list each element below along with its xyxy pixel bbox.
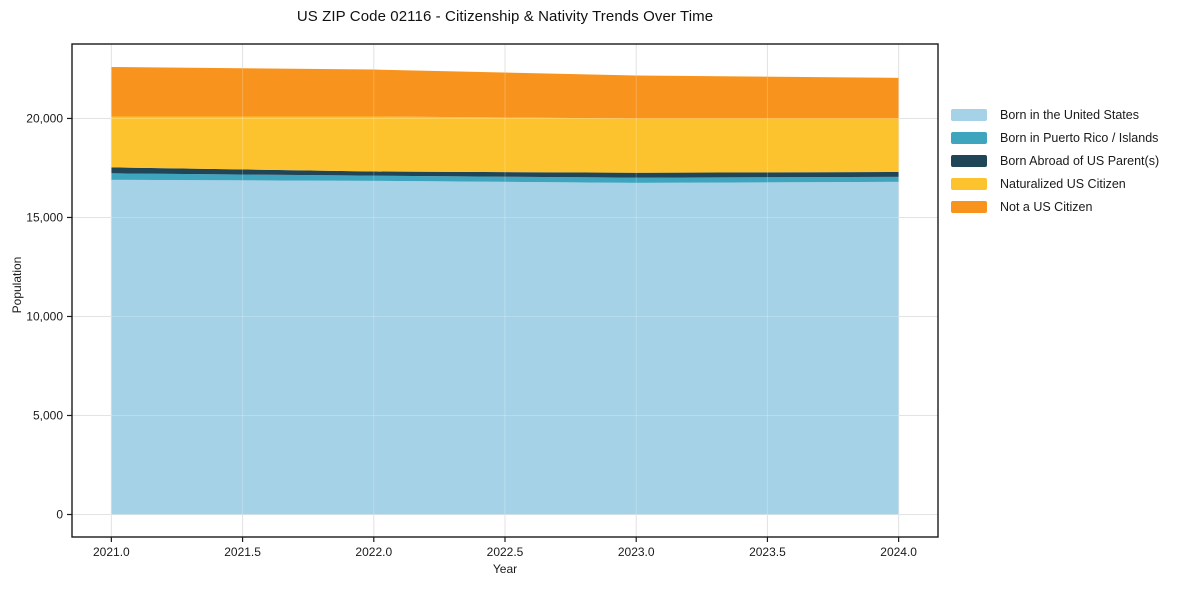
x-tick-label: 2021.5 xyxy=(224,545,261,559)
x-tick-label: 2024.0 xyxy=(880,545,917,559)
legend-label: Born in the United States xyxy=(1000,107,1139,122)
legend-color-swatch xyxy=(951,131,987,144)
area-series-0 xyxy=(111,179,899,515)
legend-color-swatch xyxy=(951,200,987,213)
x-tick-label: 2023.5 xyxy=(749,545,786,559)
legend-color-swatch xyxy=(951,108,987,121)
x-tick-label: 2022.5 xyxy=(487,545,524,559)
chart-title: US ZIP Code 02116 - Citizenship & Nativi… xyxy=(296,8,714,25)
area-series-2 xyxy=(111,167,899,178)
y-tick-label: 10,000 xyxy=(26,309,63,323)
legend-color-swatch xyxy=(951,154,987,167)
legend-item: Not a US Citizen xyxy=(951,195,1159,218)
x-axis-label: Year xyxy=(492,562,518,576)
area-series-4 xyxy=(111,66,899,119)
legend-label: Naturalized US Citizen xyxy=(1000,176,1126,191)
legend-label: Born Abroad of US Parent(s) xyxy=(1000,153,1160,168)
x-tick-label: 2021.0 xyxy=(93,545,130,559)
legend-item: Born in Puerto Rico / Islands xyxy=(951,126,1159,149)
chart-legend: Born in the United States Born in Puerto … xyxy=(951,103,1159,218)
y-tick-label: 0 xyxy=(56,508,63,522)
legend-item: Born Abroad of US Parent(s) xyxy=(951,149,1159,172)
legend-item: Naturalized US Citizen xyxy=(951,172,1159,195)
legend-label: Not a US Citizen xyxy=(1000,199,1093,214)
x-tick-label: 2022.0 xyxy=(355,545,392,559)
area-series-3 xyxy=(111,116,899,173)
y-tick-label: 5,000 xyxy=(33,408,63,422)
area-series-1 xyxy=(111,173,899,183)
x-tick-label: 2023.0 xyxy=(618,545,655,559)
legend-color-swatch xyxy=(951,177,987,190)
legend-item: Born in the United States xyxy=(951,103,1159,126)
y-tick-label: 15,000 xyxy=(26,210,63,224)
y-axis-label: Population xyxy=(10,256,24,314)
y-tick-label: 20,000 xyxy=(26,111,63,125)
legend-label: Born in Puerto Rico / Islands xyxy=(1000,130,1159,145)
